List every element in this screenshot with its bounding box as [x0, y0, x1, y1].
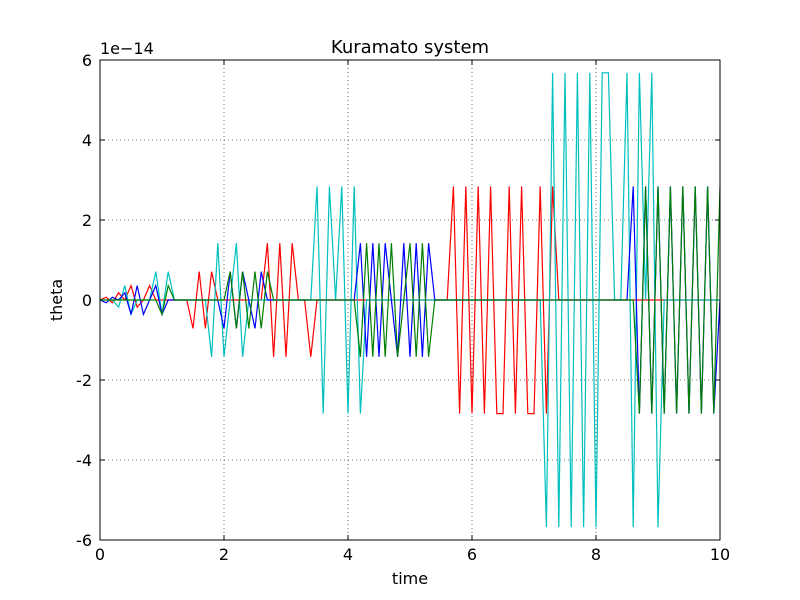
x-tick-label: 10: [710, 545, 730, 564]
x-tick-label: 4: [343, 545, 353, 564]
offset-label: 1e−14: [100, 39, 154, 58]
y-tick-label: -2: [76, 371, 92, 390]
y-tick-label: -6: [76, 531, 92, 550]
plot-frame: [99, 59, 721, 541]
x-tick-label: 6: [467, 545, 477, 564]
y-axis-label: theta: [47, 279, 66, 321]
y-tick-label: 0: [82, 291, 92, 310]
x-axis-label: time: [392, 569, 428, 588]
chart-title: Kuramato system: [331, 37, 489, 58]
x-tick-label: 2: [219, 545, 229, 564]
y-tick-label: 4: [82, 131, 92, 150]
series-line: [100, 186, 721, 414]
x-tick-label: 8: [591, 545, 601, 564]
x-tick-label: 0: [95, 545, 105, 564]
y-tick-label: 2: [82, 211, 92, 230]
y-tick-label: -4: [76, 451, 92, 470]
y-tick-label: 6: [82, 51, 92, 70]
